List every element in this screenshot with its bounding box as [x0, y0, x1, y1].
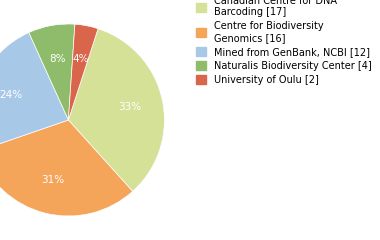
Wedge shape: [68, 29, 165, 191]
Text: 8%: 8%: [49, 54, 66, 64]
Text: 4%: 4%: [72, 54, 89, 64]
Text: 24%: 24%: [0, 90, 23, 100]
Text: 33%: 33%: [118, 102, 141, 112]
Wedge shape: [29, 24, 75, 120]
Legend: Canadian Centre for DNA
Barcoding [17], Centre for Biodiversity
Genomics [16], M: Canadian Centre for DNA Barcoding [17], …: [193, 0, 374, 87]
Text: 31%: 31%: [41, 175, 64, 186]
Wedge shape: [0, 120, 133, 216]
Wedge shape: [0, 33, 68, 151]
Wedge shape: [68, 24, 98, 120]
